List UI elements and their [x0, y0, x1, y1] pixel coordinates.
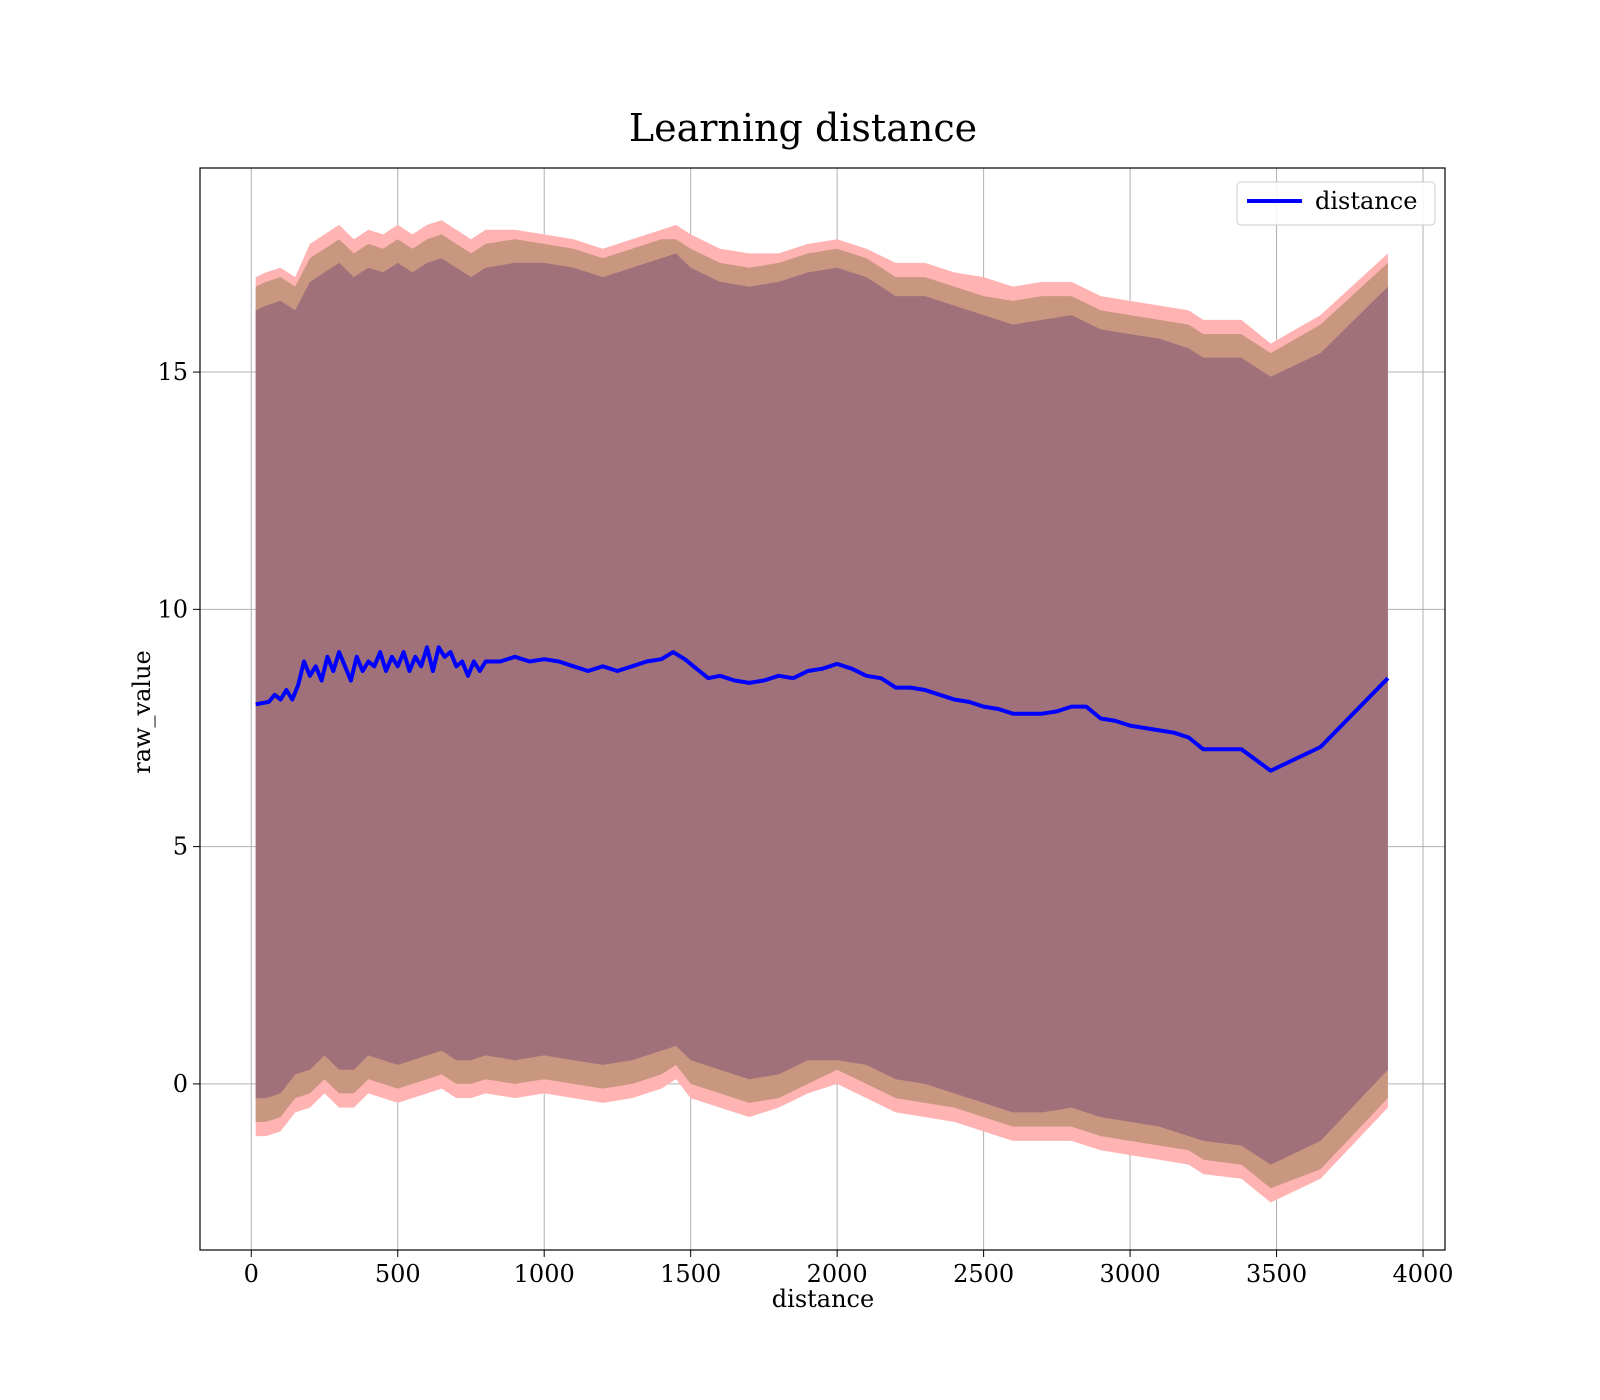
y-tick-label: 15	[157, 358, 188, 386]
y-axis-label: raw_value	[128, 650, 156, 774]
legend-box	[1236, 181, 1436, 226]
x-tick-label: 3500	[1246, 1260, 1307, 1288]
y-tick-label: 5	[173, 833, 188, 861]
x-tick-label: 0	[244, 1260, 259, 1288]
x-tick-label: 2000	[807, 1260, 868, 1288]
x-tick-label: 500	[375, 1260, 421, 1288]
confidence-bands	[255, 220, 1388, 1203]
x-axis-label: distance	[772, 1285, 874, 1313]
series-lines	[255, 645, 1390, 773]
plot-frame	[199, 167, 1446, 1251]
legend: distance	[1236, 181, 1436, 226]
series-line-distance	[255, 645, 1390, 773]
y-axis-ticks: 0 5 10 15	[157, 358, 200, 1098]
band-inner	[255, 253, 1388, 1165]
x-tick-label: 2500	[953, 1260, 1014, 1288]
x-tick-label: 4000	[1392, 1260, 1453, 1288]
chart-title: Learning distance	[629, 106, 977, 150]
x-tick-label: 1000	[514, 1260, 575, 1288]
y-tick-label: 10	[157, 595, 188, 623]
x-axis-ticks: 0 500 1000 1500 2000 2500 3000 3500 4000	[244, 1250, 1454, 1288]
legend-label-distance: distance	[1315, 187, 1417, 215]
y-tick-label: 0	[173, 1070, 188, 1098]
x-tick-label: 1500	[660, 1260, 721, 1288]
x-tick-label: 3000	[1100, 1260, 1161, 1288]
